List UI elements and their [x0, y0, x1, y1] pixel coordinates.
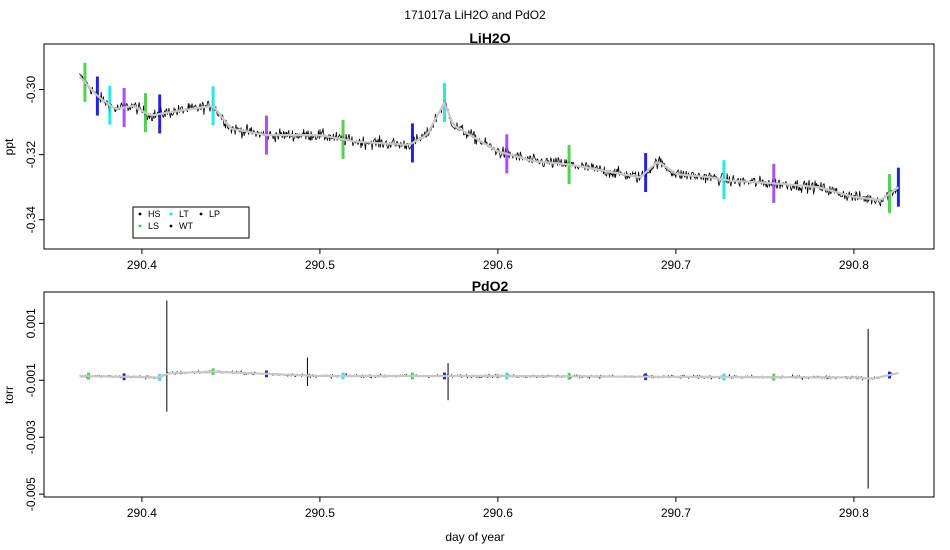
- y-tick-label: -0.001: [24, 363, 38, 397]
- legend-label: WT: [179, 221, 193, 231]
- x-tick-label: 290.6: [483, 506, 513, 520]
- x-tick-label: 290.4: [127, 506, 157, 520]
- x-tick-label: 290.8: [839, 258, 869, 272]
- x-tick-label: 290.5: [305, 258, 335, 272]
- pdo2-y-axis: -0.005 -0.003 -0.001 0.001: [24, 308, 44, 511]
- legend-marker: [199, 212, 203, 216]
- smoothed-line: [78, 75, 900, 202]
- legend-label: HS: [148, 209, 161, 219]
- pdo2-ylabel: torr: [2, 386, 16, 404]
- legend-label: LP: [209, 209, 220, 219]
- legend-marker: [138, 224, 142, 228]
- legend-box: [132, 206, 250, 239]
- y-tick-label: -0.003: [24, 420, 38, 454]
- lih2o-plot-box: [43, 43, 935, 250]
- x-tick-label: 290.7: [661, 506, 691, 520]
- y-tick-label: -0.32: [24, 141, 38, 169]
- series-line: [79, 73, 899, 207]
- x-tick-label: 290.6: [483, 258, 513, 272]
- lih2o-x-axis: 290.4 290.5 290.6 290.7 290.8: [127, 249, 869, 272]
- pdo2-title: PdO2: [472, 278, 509, 294]
- x-tick-label: 290.4: [127, 258, 157, 272]
- pdo2-x-axis: 290.4 290.5 290.6 290.7 290.8: [127, 497, 869, 520]
- lih2o-data: [78, 62, 900, 214]
- legend-label: LS: [148, 221, 159, 231]
- y-tick-label: -0.34: [24, 206, 38, 234]
- x-axis-label: day of year: [445, 530, 504, 544]
- lih2o-title: LiH2O: [469, 30, 510, 46]
- legend-marker: [169, 212, 173, 216]
- x-tick-label: 290.5: [305, 506, 335, 520]
- legend-marker: [169, 224, 173, 228]
- lih2o-ylabel: ppt: [2, 138, 16, 155]
- lih2o-y-axis: -0.34 -0.32 -0.30: [24, 76, 44, 234]
- x-tick-label: 290.7: [661, 258, 691, 272]
- legend-label: LT: [179, 209, 189, 219]
- y-tick-label: -0.005: [24, 477, 38, 511]
- legend-marker: [138, 212, 142, 216]
- smoothed-line: [79, 370, 899, 380]
- y-tick-label: -0.30: [24, 76, 38, 104]
- pdo2-data: [79, 300, 899, 489]
- pdo2-plot-box: [43, 291, 935, 498]
- lih2o-legend: HS LS LT WT LP: [132, 206, 250, 239]
- figure-suptitle: 171017a LiH2O and PdO2: [404, 8, 546, 22]
- x-tick-label: 290.8: [839, 506, 869, 520]
- y-tick-label: 0.001: [24, 308, 38, 338]
